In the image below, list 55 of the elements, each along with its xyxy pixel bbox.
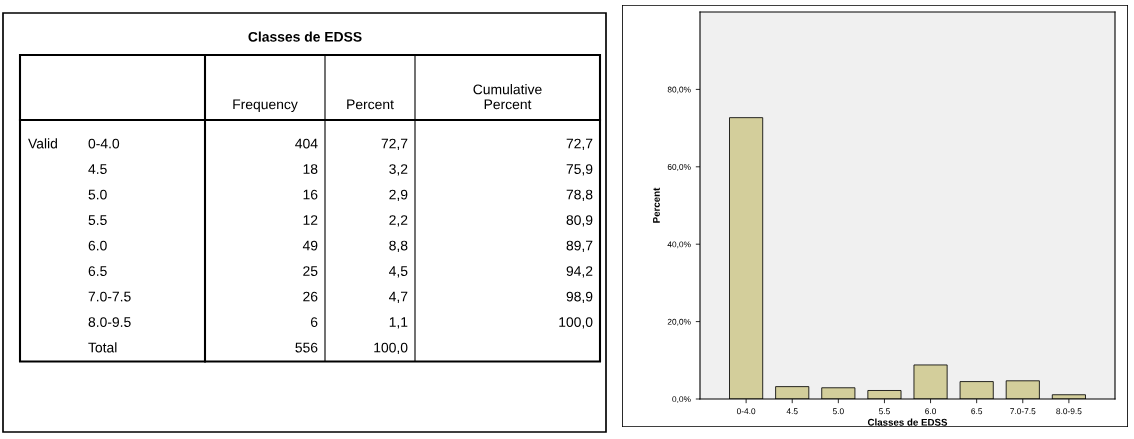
text: 556: [295, 342, 318, 353]
text: 2,2: [389, 215, 408, 227]
y-tick-label: 60,0%: [667, 164, 691, 171]
text: Valid: [28, 138, 57, 149]
text: 404: [295, 138, 318, 149]
x-tick-label: 6.0: [925, 408, 937, 415]
text: 1,1: [389, 317, 408, 329]
x-tick-label: 7.0-7.5: [1010, 408, 1036, 415]
category-label: 6.5: [88, 266, 107, 276]
y-axis-title: Percent: [653, 187, 660, 223]
text: 6: [310, 317, 318, 327]
text: 16: [303, 189, 318, 200]
text: 4,5: [389, 266, 408, 278]
category-label: 8.0-9.5: [88, 317, 131, 327]
y-tick-label: 80,0%: [667, 86, 691, 94]
text: 98,9: [566, 291, 593, 304]
text: 72,7: [381, 138, 408, 151]
text: 8,8: [389, 240, 408, 253]
text: 3,2: [389, 164, 408, 176]
text: 26: [303, 291, 318, 302]
text: 89,7: [566, 240, 593, 253]
text: Frequency: [233, 99, 298, 112]
x-axis-title: Classes de EDSS: [867, 418, 948, 426]
x-tick-label: 6.5: [971, 408, 983, 415]
x-tick-label: 4.5: [786, 408, 798, 415]
text: 100,0: [559, 317, 593, 329]
category-label: 0-4.0: [88, 138, 120, 149]
text: 100,0: [374, 342, 408, 355]
text: 78,8: [566, 189, 593, 202]
text: 2,9: [389, 189, 408, 202]
y-tick-label: 20,0%: [667, 318, 691, 326]
category-label: 5.5: [88, 215, 107, 225]
y-tick-label: 40,0%: [667, 241, 691, 249]
category-label: 4.5: [88, 164, 107, 174]
text: Cumulative Percent: [473, 84, 542, 110]
category-label: 6.0: [88, 240, 107, 251]
text: 4,7: [389, 291, 408, 304]
y-tick-label: 0,0%: [672, 396, 691, 404]
x-tick-label: 0-4.0: [736, 408, 756, 415]
text: 49: [302, 240, 318, 251]
category-label: 5.0: [88, 189, 107, 200]
category-label: Total: [88, 342, 117, 353]
text: 25: [303, 266, 318, 276]
text: 18: [303, 164, 318, 174]
text: 80,9: [566, 215, 593, 227]
category-label: 7.0-7.5: [88, 291, 131, 302]
text: 12: [303, 215, 318, 225]
text: 75,9: [566, 164, 593, 176]
text: Percent: [347, 99, 394, 110]
text: 94,2: [566, 266, 593, 278]
x-tick-label: 8.0-9.5: [1056, 408, 1082, 415]
text: 72,7: [566, 138, 593, 151]
text: Classes de EDSS: [248, 31, 362, 42]
x-tick-label: 5.5: [878, 408, 890, 415]
x-tick-label: 5.0: [832, 408, 844, 415]
